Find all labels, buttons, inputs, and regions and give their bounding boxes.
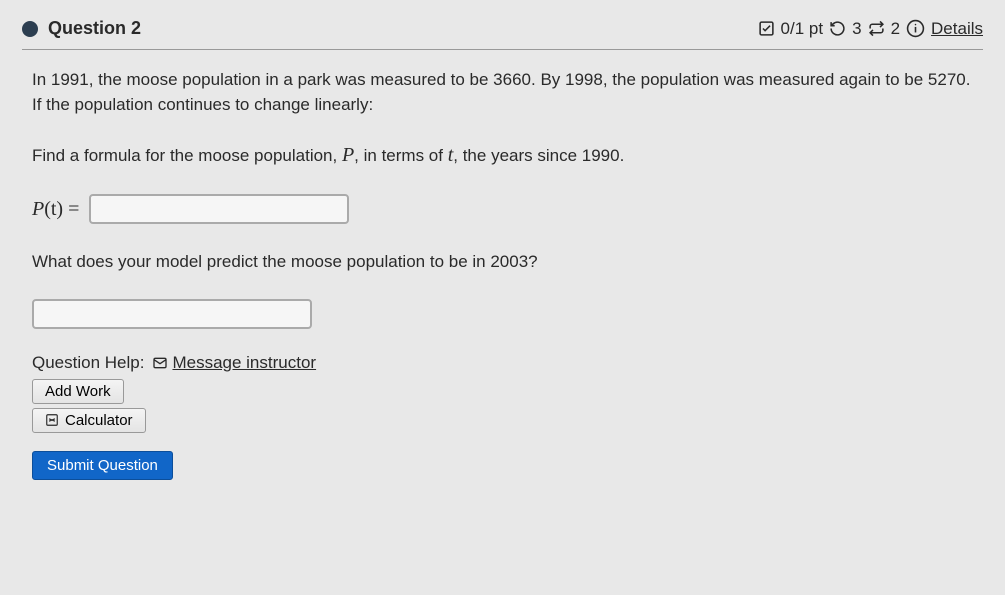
question-title: Question 2 [48, 18, 141, 39]
question-container: Question 2 0/1 pt 3 [0, 0, 1005, 595]
retry-count: 3 [852, 19, 861, 39]
find-formula-prompt: Find a formula for the moose population,… [32, 141, 973, 170]
calculator-icon [45, 413, 59, 427]
points-label: 0/1 pt [781, 19, 824, 39]
question-title-group: Question 2 [22, 18, 141, 39]
prediction-input[interactable] [32, 299, 312, 329]
submit-question-button[interactable]: Submit Question [32, 451, 173, 480]
predict-prompt: What does your model predict the moose p… [32, 250, 973, 275]
add-work-label: Add Work [45, 383, 111, 400]
pt-label: P(t) = [32, 198, 79, 221]
problem-intro: In 1991, the moose population in a park … [32, 68, 973, 117]
submit-label: Submit Question [47, 457, 158, 474]
question-help-label: Question Help: [32, 353, 144, 373]
reattempt-icon [868, 20, 885, 37]
question-header: Question 2 0/1 pt 3 [22, 18, 983, 50]
formula-input-row: P(t) = [32, 194, 973, 224]
add-work-button[interactable]: Add Work [32, 379, 124, 404]
retry-icon [829, 20, 846, 37]
envelope-icon [152, 355, 168, 371]
status-bullet-icon [22, 21, 38, 37]
formula-input[interactable] [89, 194, 349, 224]
question-help-row: Question Help: Message instructor [32, 353, 973, 373]
info-icon[interactable] [906, 19, 925, 38]
calculator-label: Calculator [65, 412, 133, 429]
question-meta: 0/1 pt 3 2 [758, 19, 983, 39]
details-link[interactable]: Details [931, 19, 983, 39]
reattempt-count: 2 [891, 19, 900, 39]
checkbox-icon [758, 20, 775, 37]
question-body: In 1991, the moose population in a park … [22, 68, 983, 480]
calculator-button[interactable]: Calculator [32, 408, 146, 433]
message-instructor-label: Message instructor [172, 353, 316, 373]
message-instructor-link[interactable]: Message instructor [152, 353, 316, 373]
